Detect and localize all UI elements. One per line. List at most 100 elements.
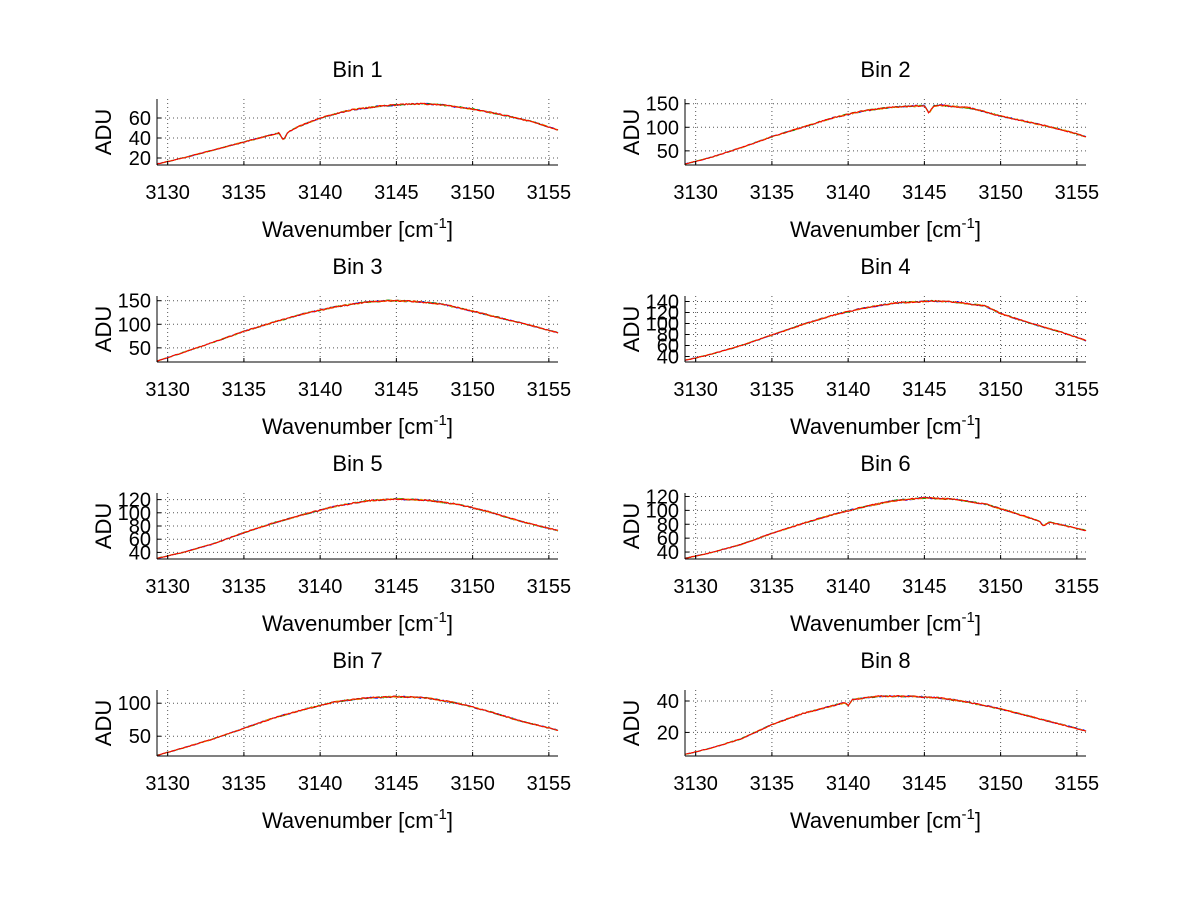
x-tick-label: 3145 — [902, 379, 947, 401]
subplot-title: Bin 2 — [860, 57, 910, 82]
y-tick-label: 50 — [129, 726, 151, 748]
x-tick-label: 3140 — [826, 182, 871, 204]
y-tick-label: 120 — [646, 486, 679, 508]
data-series-line — [156, 497, 559, 559]
x-tick-label: 3130 — [673, 773, 718, 795]
x-tick-label: 3155 — [527, 773, 572, 795]
x-tick-label: 3145 — [374, 379, 419, 401]
y-tick-label: 20 — [657, 722, 679, 744]
data-series-line — [156, 299, 559, 362]
subplot-title: Bin 8 — [860, 648, 910, 673]
x-tick-label: 3155 — [1055, 773, 1100, 795]
x-tick-label: 3135 — [750, 182, 795, 204]
x-tick-label: 3135 — [750, 379, 795, 401]
y-tick-label: 40 — [129, 542, 151, 564]
x-tick-label: 3155 — [1055, 182, 1100, 204]
y-tick-label: 40 — [657, 347, 679, 369]
data-series-line — [156, 498, 559, 559]
y-tick-label: 120 — [646, 303, 679, 325]
x-tick-label: 3150 — [978, 773, 1023, 795]
data-series-line — [684, 496, 1087, 559]
data-series-line — [156, 695, 559, 756]
y-tick-label: 100 — [118, 693, 151, 715]
y-tick-label: 80 — [657, 514, 679, 536]
x-tick-label: 3150 — [978, 379, 1023, 401]
y-tick-label: 100 — [118, 503, 151, 525]
x-tick-label: 3155 — [1055, 576, 1100, 598]
data-series-line — [684, 496, 1087, 559]
data-series-line — [684, 694, 1087, 755]
data-series-line — [684, 299, 1087, 361]
x-axis-label: Wavenumber [cm-1] — [262, 215, 453, 242]
x-tick-label: 3155 — [527, 182, 572, 204]
subplot-title: Bin 5 — [332, 451, 382, 476]
y-axis-label: ADU — [91, 503, 116, 549]
data-series-line — [156, 695, 559, 756]
y-axis-label: ADU — [91, 109, 116, 155]
x-axis-label: Wavenumber [cm-1] — [790, 609, 981, 636]
y-axis-label: ADU — [91, 306, 116, 352]
x-tick-label: 3130 — [145, 576, 190, 598]
y-tick-label: 120 — [118, 490, 151, 512]
x-tick-label: 3135 — [750, 576, 795, 598]
x-tick-label: 3130 — [673, 182, 718, 204]
y-tick-label: 60 — [129, 529, 151, 551]
x-tick-label: 3130 — [145, 182, 190, 204]
x-tick-label: 3135 — [222, 576, 267, 598]
data-series-line — [684, 104, 1087, 165]
y-axis-label: ADU — [619, 109, 644, 155]
subplot-bin-8: Bin 8 3130 3135 3140 3145 3150 3155 20 40 Wavenum… — [619, 648, 1099, 833]
x-axis-label: Wavenumber [cm-1] — [790, 215, 981, 242]
y-tick-label: 80 — [657, 325, 679, 347]
data-series-line — [156, 695, 559, 756]
x-tick-label: 3130 — [673, 379, 718, 401]
x-tick-label: 3130 — [673, 576, 718, 598]
x-tick-label: 3155 — [527, 576, 572, 598]
data-series-line — [684, 104, 1087, 165]
x-tick-label: 3155 — [1055, 379, 1100, 401]
x-tick-label: 3135 — [222, 773, 267, 795]
x-tick-label: 3150 — [450, 773, 495, 795]
data-series-line — [156, 102, 559, 165]
data-series-line — [684, 694, 1087, 755]
data-series-line — [156, 102, 559, 165]
x-tick-label: 3145 — [374, 773, 419, 795]
data-series-line — [684, 496, 1087, 559]
x-tick-label: 3130 — [145, 773, 190, 795]
x-tick-label: 3135 — [222, 182, 267, 204]
y-tick-label: 60 — [129, 108, 151, 130]
x-tick-label: 3140 — [826, 773, 871, 795]
subplot-bin-4: Bin 4 3130 3135 3140 3145 3150 3155 40608010012… — [619, 254, 1099, 439]
subplot-title: Bin 1 — [332, 57, 382, 82]
x-tick-label: 3155 — [527, 379, 572, 401]
x-tick-label: 3150 — [450, 379, 495, 401]
data-series-line — [156, 299, 559, 362]
y-axis-label: ADU — [619, 700, 644, 746]
y-tick-label: 40 — [129, 128, 151, 150]
x-axis-label: Wavenumber [cm-1] — [262, 609, 453, 636]
y-tick-label: 50 — [657, 141, 679, 163]
y-tick-label: 60 — [657, 528, 679, 550]
data-series-line — [684, 299, 1087, 362]
data-series-line — [156, 497, 559, 559]
x-tick-label: 3150 — [450, 576, 495, 598]
subplot-title: Bin 6 — [860, 451, 910, 476]
x-tick-label: 3145 — [902, 182, 947, 204]
subplot-title: Bin 4 — [860, 254, 910, 279]
data-series-line — [684, 104, 1087, 165]
data-series-line — [684, 104, 1087, 165]
data-series-line — [156, 299, 559, 362]
y-tick-label: 150 — [646, 94, 679, 116]
x-tick-label: 3150 — [978, 182, 1023, 204]
y-tick-label: 100 — [118, 314, 151, 336]
subplot-bin-7: Bin 7 3130 3135 3140 3145 3150 3155 50 100 Wavenu… — [91, 648, 571, 833]
y-tick-label: 140 — [646, 292, 679, 314]
x-tick-label: 3145 — [902, 576, 947, 598]
y-axis-label: ADU — [619, 306, 644, 352]
y-tick-label: 150 — [118, 291, 151, 313]
x-tick-label: 3140 — [298, 182, 343, 204]
